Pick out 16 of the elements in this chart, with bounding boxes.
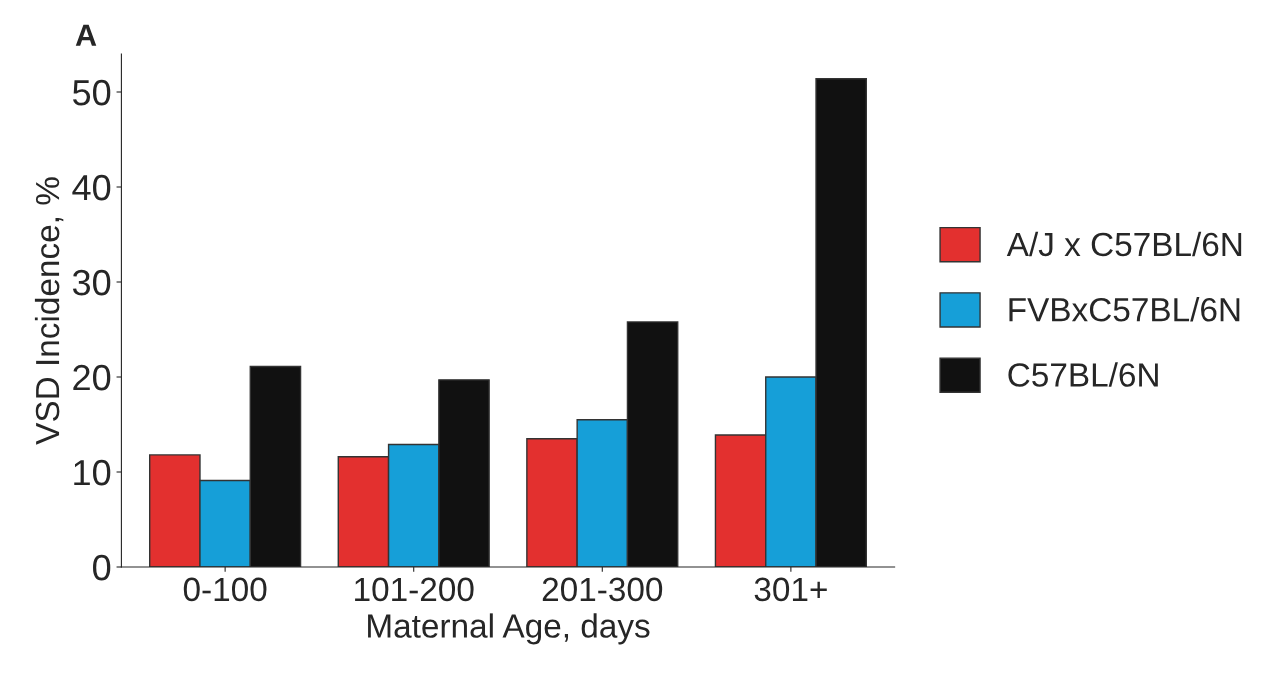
legend-label: FVBxC57BL/6N [1009,297,1240,322]
x-axis-title: Maternal Age, days [368,613,650,645]
y-tick-label: 20 [73,364,111,391]
y-tick-label: 50 [72,79,111,106]
x-tick-label: 0-100 [183,577,267,602]
y-tick-label: 40 [72,174,111,201]
chart-title: A [75,24,97,46]
y-tick-label: 30 [72,269,111,296]
y-axis-title: VSD Incidence, % [34,177,64,445]
y-tick-label: 0 [93,554,111,581]
legend-label: C57BL/6N [1008,362,1158,387]
x-tick-label: 301+ [754,577,827,602]
legend-label: A/J x C57BL/6N [1006,231,1242,257]
y-tick-label: 10 [74,459,111,486]
x-tick-label: 201-300 [542,577,663,602]
x-tick-label: 101-200 [355,577,474,602]
